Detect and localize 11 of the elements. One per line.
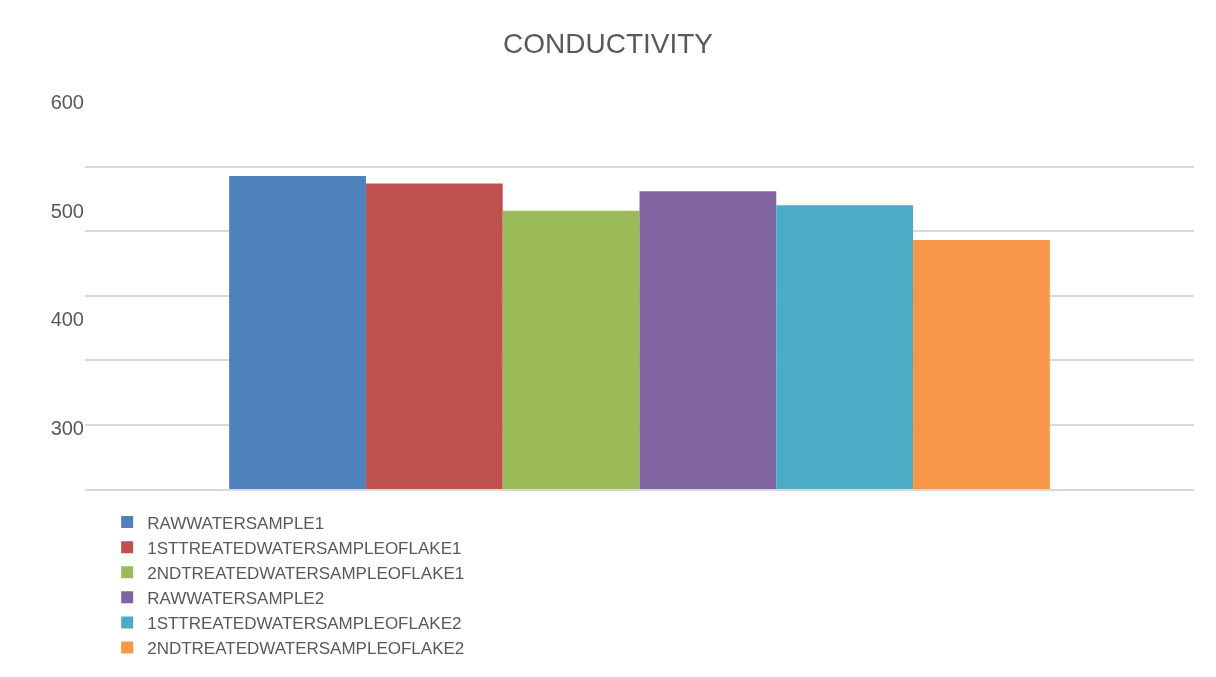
y-tick-label: 500	[50, 199, 84, 222]
chart-title: CONDUCTIVITY	[503, 28, 714, 60]
legend-label: 1STTREATEDWATERSAMPLEOFLAKE2	[147, 614, 462, 634]
y-tick-label: 300	[50, 417, 84, 440]
legend-label: 2NDTREATEDWATERSAMPLEOFLAKE1	[147, 563, 465, 583]
legend-label: RAWWATERSAMPLE2	[147, 588, 325, 608]
y-tick-label: 400	[50, 308, 84, 331]
legend-label: 1STTREATEDWATERSAMPLEOFLAKE1	[147, 538, 462, 558]
legend-label: 2NDTREATEDWATERSAMPLEOFLAKE2	[147, 639, 465, 659]
legend-label: RAWWATERSAMPLE1	[147, 513, 325, 533]
y-tick-label: 600	[50, 91, 84, 113]
